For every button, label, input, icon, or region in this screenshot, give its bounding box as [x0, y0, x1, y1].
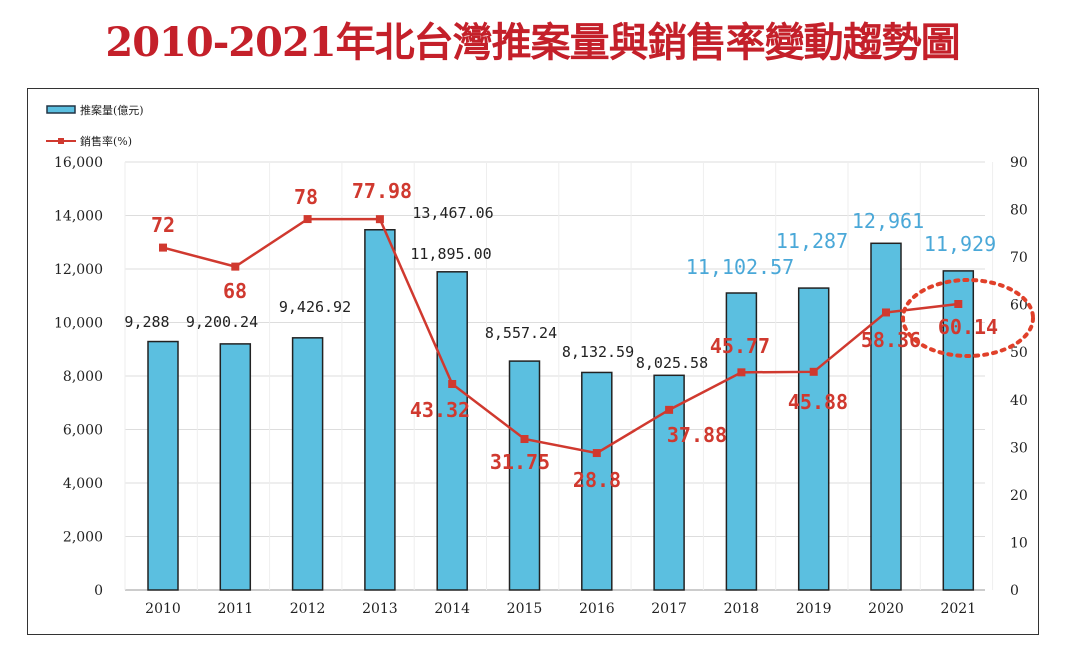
bar-value-label: 13,467.06	[412, 204, 493, 222]
sales-rate-point-2014	[448, 379, 457, 388]
x-tick-label: 2018	[724, 601, 760, 617]
sales-rate-label: 31.75	[490, 450, 550, 474]
sales-rate-label: 28.8	[573, 468, 621, 492]
bar-2018	[725, 292, 758, 591]
x-tick-label: 2010	[145, 601, 181, 617]
bar-value-label: 12,961	[852, 209, 924, 233]
bar-2015	[508, 360, 541, 591]
left-tick-label: 2,000	[63, 530, 103, 546]
x-tick-label: 2015	[507, 601, 543, 617]
bar-2016	[581, 371, 613, 591]
bar-value-label: 9,426.92	[279, 298, 351, 316]
sales-rate-point-2019	[809, 367, 818, 376]
bar-2021	[942, 270, 975, 591]
bar-2012	[291, 337, 324, 591]
bar-2020	[870, 242, 902, 591]
right-tick-label: 80	[1010, 203, 1028, 219]
sales-rate-label: 58.36	[861, 328, 921, 352]
right-tick-label: 40	[1010, 393, 1028, 409]
right-tick-label: 70	[1010, 250, 1028, 266]
right-tick-label: 0	[1010, 583, 1019, 599]
sales-rate-point-2012	[303, 215, 312, 224]
x-tick-label: 2011	[217, 601, 253, 617]
legend-bar-swatch	[46, 105, 76, 114]
sales-rate-point-2018	[737, 368, 746, 377]
chart-frame	[27, 88, 1039, 635]
bar-2019	[797, 287, 830, 591]
sales-rate-label: 43.32	[410, 398, 470, 422]
legend-line-label: 銷售率(%)	[80, 134, 132, 148]
sales-rate-point-2015	[520, 435, 529, 444]
x-tick-label: 2016	[579, 601, 615, 617]
sales-rate-label: 68	[223, 279, 247, 303]
left-tick-label: 12,000	[54, 262, 103, 278]
highlight-circle	[901, 278, 1035, 358]
sales-rate-point-2010	[159, 243, 167, 252]
sales-rate-point-2021	[954, 300, 963, 309]
sales-rate-label: 60.14	[938, 315, 998, 339]
bar-value-label: 11,102.57	[686, 255, 794, 279]
x-tick-label: 2017	[651, 601, 687, 617]
left-tick-label: 4,000	[63, 476, 103, 492]
left-tick-label: 14,000	[54, 209, 103, 225]
right-tick-label: 60	[1010, 298, 1028, 314]
bar-2014	[436, 271, 468, 591]
bar-2013	[364, 229, 396, 591]
chart-title: 2010-2021年北台灣推案量與銷售率變動趨勢圖	[105, 19, 960, 66]
sales-rate-label: 45.77	[710, 334, 770, 358]
left-tick-label: 6,000	[63, 423, 103, 439]
sales-rate-label: 78	[294, 185, 318, 209]
sales-rate-point-2016	[592, 449, 601, 458]
right-tick-label: 10	[1010, 535, 1028, 551]
left-tick-label: 10,000	[54, 316, 103, 332]
x-tick-label: 2020	[868, 601, 904, 617]
bar-value-label: 11,287	[776, 229, 848, 253]
bar-value-label: 8,132.59	[562, 343, 634, 361]
bar-value-label: 8,557.24	[485, 324, 557, 342]
right-tick-label: 30	[1010, 440, 1028, 456]
x-tick-label: 2012	[290, 601, 326, 617]
left-tick-label: 0	[94, 583, 103, 599]
x-tick-label: 2021	[940, 601, 976, 617]
sales-rate-point-2017	[665, 405, 674, 414]
sales-rate-label: 72	[151, 213, 175, 237]
bar-value-label: 11,929	[924, 232, 996, 256]
sales-rate-point-2013	[375, 215, 384, 224]
sales-rate-line	[162, 217, 959, 455]
sales-rate-point-2011	[231, 262, 240, 271]
bar-2011	[219, 343, 252, 591]
right-tick-label: 20	[1010, 488, 1028, 504]
x-tick-label: 2013	[362, 601, 398, 617]
bar-2010	[147, 340, 179, 591]
right-tick-label: 50	[1010, 345, 1028, 361]
x-tick-label: 2014	[434, 601, 470, 617]
legend-bar-label: 推案量(億元)	[80, 103, 144, 117]
right-tick-label: 90	[1010, 155, 1028, 171]
x-tick-label: 2019	[796, 601, 832, 617]
bar-value-label: 9,200.24	[186, 313, 258, 331]
sales-rate-label: 45.88	[788, 390, 848, 414]
bar-value-label: 8,025.58	[636, 354, 708, 372]
sales-rate-point-2020	[882, 308, 890, 317]
left-tick-label: 8,000	[63, 369, 103, 385]
sales-rate-label: 77.98	[352, 179, 412, 203]
bar-value-label: 11,895.00	[410, 245, 491, 263]
legend-line-marker	[58, 138, 64, 144]
bar-value-label: 9,288	[124, 313, 169, 331]
sales-rate-label: 37.88	[667, 423, 727, 447]
left-tick-label: 16,000	[54, 155, 103, 171]
